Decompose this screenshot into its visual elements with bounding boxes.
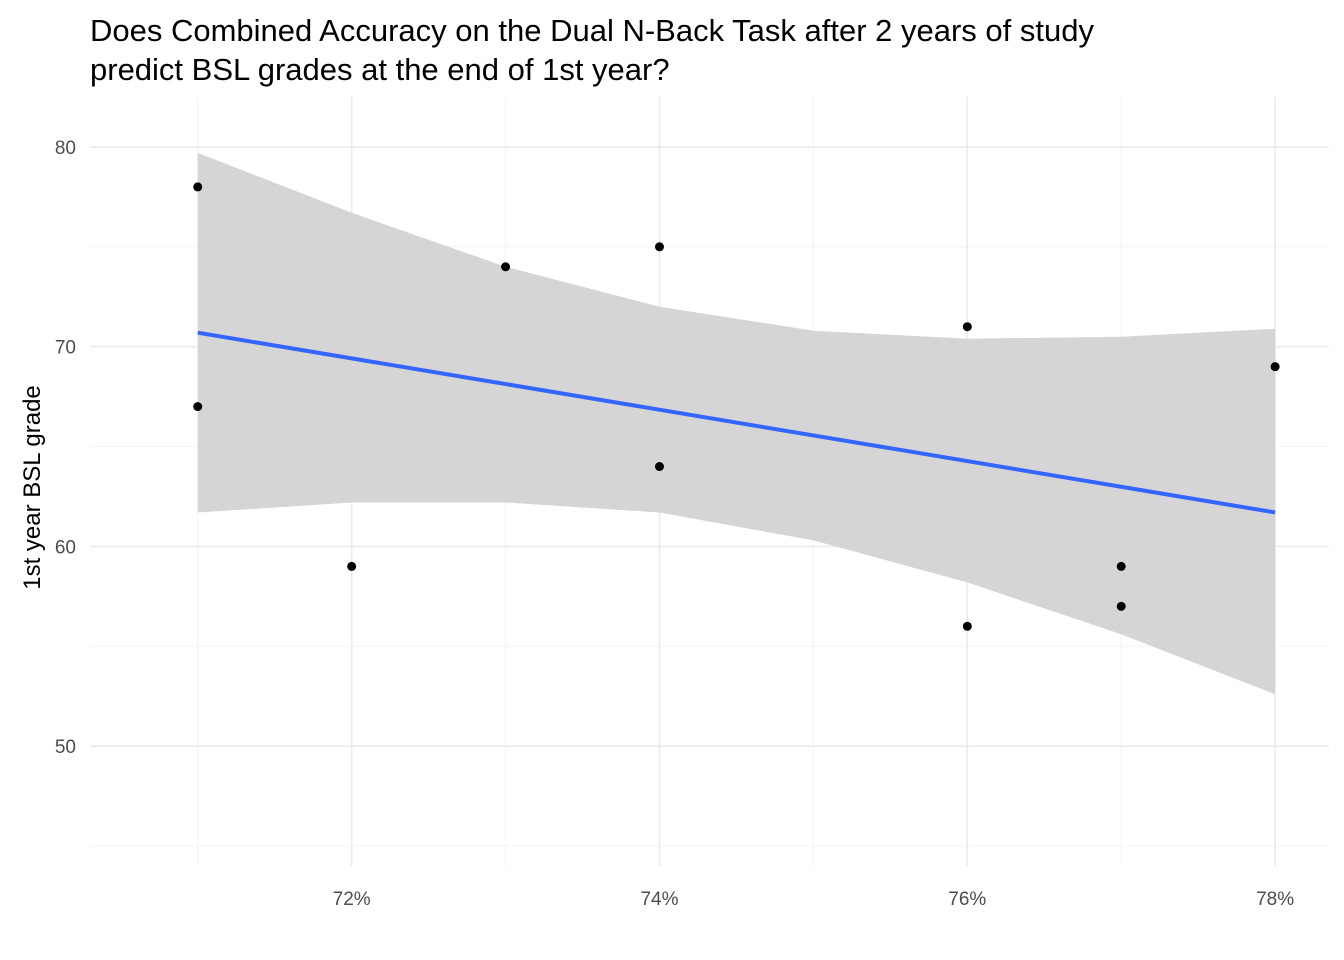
data-point-2 <box>347 561 357 571</box>
data-point-0 <box>193 182 203 192</box>
regression-line <box>197 330 1276 515</box>
data-point-6 <box>962 322 972 332</box>
x-tick-label: 78% <box>1256 889 1294 910</box>
data-point-10 <box>1270 362 1280 372</box>
y-tick-label: 50 <box>55 737 76 758</box>
chart-title: Does Combined Accuracy on the Dual N-Bac… <box>90 13 1094 87</box>
y-axis-label: 1st year BSL grade <box>19 385 46 590</box>
data-point-1 <box>193 402 203 412</box>
x-tick-label: 72% <box>333 889 371 910</box>
x-axis-tick-labels: 72% 74% 76% 78% <box>333 889 1295 910</box>
y-tick-label: 80 <box>55 138 76 159</box>
data-point-7 <box>962 621 972 631</box>
data-point-5 <box>654 462 664 472</box>
x-tick-label: 76% <box>948 889 986 910</box>
data-points <box>193 182 1280 631</box>
y-axis-tick-labels: 50 60 70 80 <box>55 138 76 758</box>
data-point-3 <box>501 262 511 272</box>
x-tick-label: 74% <box>640 889 678 910</box>
title-line-1: Does Combined Accuracy on the Dual N-Bac… <box>90 13 1094 48</box>
data-point-4 <box>654 242 664 252</box>
title-line-2: predict BSL grades at the end of 1st yea… <box>90 52 670 87</box>
data-point-9 <box>1116 601 1126 611</box>
y-tick-label: 60 <box>55 537 76 558</box>
y-tick-label: 70 <box>55 338 76 359</box>
data-point-8 <box>1116 561 1126 571</box>
